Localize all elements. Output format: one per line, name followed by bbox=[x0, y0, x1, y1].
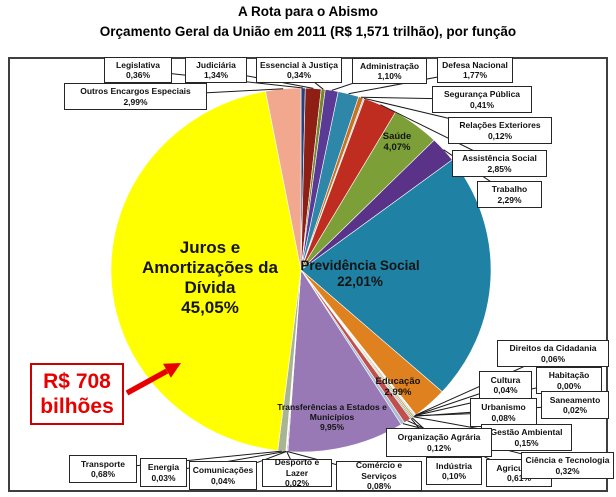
callout-legislativa: Legislativa 0,36% bbox=[104, 57, 172, 83]
callout-value-gestao: 0,15% bbox=[514, 437, 539, 448]
callout-administracao: Administração 1,10% bbox=[352, 58, 427, 84]
callout-seguranca: Segurança Pública 0,41% bbox=[432, 86, 532, 113]
callout-label-legislativa: Legislativa bbox=[116, 59, 160, 70]
page-title: A Rota para o Abismo bbox=[237, 4, 379, 19]
callout-value-energia: 0,03% bbox=[151, 472, 176, 483]
pie-label-juros: Juros e Amortizações da Dívida 45,05% bbox=[134, 238, 286, 318]
pie-slice-juros bbox=[110, 90, 302, 451]
pie-label-value-previdencia: 22,01% bbox=[337, 274, 383, 289]
callout-label-outros: Outros Encargos Especiais bbox=[80, 86, 191, 97]
callout-value-direitos: 0,06% bbox=[540, 353, 566, 364]
callout-value-industria: 0,10% bbox=[441, 471, 467, 481]
callout-label-assistencia: Assistência Social bbox=[462, 153, 537, 164]
callout-label-direitos: Direitos da Cidadania bbox=[509, 343, 597, 354]
pie-slice-previdencia bbox=[300, 159, 492, 393]
callout-habitacao: Habitação 0,00% bbox=[536, 367, 602, 394]
pie-label-previdencia: Previdência Social 22,01% bbox=[285, 258, 435, 290]
callout-value-cultura: 0,04% bbox=[493, 385, 518, 395]
callout-value-organizacao: 0,12% bbox=[426, 442, 452, 453]
pie-label-value-transferencias: 9,95% bbox=[319, 422, 345, 433]
callout-label-industria: Indústria bbox=[436, 460, 472, 471]
callout-label-defesa: Defesa Nacional bbox=[442, 59, 508, 70]
callout-value-saneamento: 0,02% bbox=[562, 405, 588, 415]
callout-desporto: Desporto e Lazer 0,02% bbox=[262, 457, 332, 489]
callout-label-administracao: Administração bbox=[359, 60, 420, 71]
callout-label-seguranca: Segurança Pública bbox=[443, 89, 521, 100]
callout-value-administracao: 1,10% bbox=[377, 71, 402, 81]
callout-outros: Outros Encargos Especiais 2,99% bbox=[64, 83, 207, 110]
callout-trabalho: Trabalho 2,29% bbox=[477, 181, 542, 208]
callout-relacoes: Relações Exteriores 0,12% bbox=[448, 117, 552, 144]
callout-value-seguranca: 0,41% bbox=[469, 99, 495, 110]
callout-value-assistencia: 2,85% bbox=[487, 163, 512, 174]
callout-value-defesa: 1,77% bbox=[462, 70, 488, 80]
callout-label-transporte: Transporte bbox=[81, 458, 125, 469]
pie-label-value-juros: 45,05% bbox=[181, 298, 239, 318]
callout-value-essencial: 0,34% bbox=[286, 70, 312, 80]
callout-energia: Energia 0,03% bbox=[140, 458, 187, 487]
callout-label-comercio: Comércio e Serviços bbox=[355, 460, 403, 481]
callout-label-trabalho: Trabalho bbox=[491, 184, 528, 195]
pie-label-text-juros: Juros e Amortizações da Dívida bbox=[141, 237, 279, 297]
pie-slice-transferencias bbox=[287, 269, 402, 453]
callout-value-desporto: 0,02% bbox=[284, 478, 310, 489]
callout-value-ciencia: 0,32% bbox=[555, 465, 580, 476]
callout-label-energia: Energia bbox=[147, 462, 180, 473]
callout-label-essencial: Essencial à Justiça bbox=[260, 59, 338, 70]
callout-label-judiciaria: Judiciária bbox=[196, 59, 236, 70]
pie-label-transferencias: Transferências a Estados e Municípios 9,9… bbox=[276, 402, 388, 432]
callout-organizacao: Organização Agrária 0,12% bbox=[386, 428, 492, 457]
callout-cultura: Cultura 0,04% bbox=[479, 371, 532, 399]
callout-saneamento: Saneamento 0,02% bbox=[541, 391, 609, 419]
callout-direitos: Direitos da Cidadania 0,06% bbox=[497, 340, 609, 367]
callout-label-gestao: Gestão Ambiental bbox=[490, 427, 563, 438]
callout-value-agricultura: 0,61% bbox=[506, 473, 532, 483]
callout-label-cultura: Cultura bbox=[490, 374, 521, 385]
callout-value-relacoes: 0,12% bbox=[487, 130, 513, 141]
callout-label-saneamento: Saneamento bbox=[549, 394, 601, 405]
callout-label-agricultura: Agricultura bbox=[496, 462, 542, 473]
callout-label-organizacao: Organização Agrária bbox=[397, 432, 481, 443]
pie-label-saude: Saúde 4,07% bbox=[362, 131, 432, 153]
callout-essencial: Essencial à Justiça 0,34% bbox=[256, 57, 342, 83]
callout-label-comunicacoes: Comunicações bbox=[192, 465, 254, 476]
callout-value-comercio: 0,08% bbox=[366, 481, 392, 492]
page-subtitle: Orçamento Geral da União em 2011 (R$ 1,5… bbox=[99, 24, 517, 39]
callout-value-comunicacoes: 0,04% bbox=[210, 475, 236, 486]
callout-value-urbanismo: 0,08% bbox=[491, 412, 516, 423]
pie-label-text-transferencias: Transferências a Estados e Municípios bbox=[277, 401, 387, 422]
callout-value-trabalho: 2,29% bbox=[497, 194, 522, 205]
callout-industria: Indústria 0,10% bbox=[426, 457, 482, 485]
annotation-box: R$ 708 bilhões bbox=[30, 363, 124, 425]
pie-label-value-educacao: 2,99% bbox=[384, 387, 412, 398]
callout-judiciaria: Judiciária 1,34% bbox=[185, 57, 247, 83]
pie-label-value-saude: 4,07% bbox=[383, 142, 411, 153]
callout-transporte: Transporte 0,68% bbox=[69, 455, 137, 483]
callout-comunicacoes: Comunicações 0,04% bbox=[189, 461, 257, 490]
callout-value-outros: 2,99% bbox=[123, 96, 148, 107]
callout-assistencia: Assistência Social 2,85% bbox=[452, 150, 547, 177]
callout-label-relacoes: Relações Exteriores bbox=[459, 120, 541, 131]
callout-value-transporte: 0,68% bbox=[90, 469, 116, 479]
callout-value-judiciaria: 1,34% bbox=[203, 70, 229, 80]
callout-gestao: Gestão Ambiental 0,15% bbox=[481, 424, 572, 451]
callout-label-habitacao: Habitação bbox=[548, 370, 590, 381]
callout-label-desporto: Desporto e Lazer bbox=[274, 457, 320, 478]
callout-defesa: Defesa Nacional 1,77% bbox=[437, 57, 513, 83]
annotation-line1: R$ 708 bbox=[43, 369, 111, 393]
callout-value-habitacao: 0,00% bbox=[556, 380, 582, 391]
annotation-arrow bbox=[125, 363, 181, 396]
pie-label-text-saude: Saúde bbox=[382, 130, 412, 142]
callout-label-ciencia: Ciência e Tecnologia bbox=[525, 455, 610, 466]
callout-urbanismo: Urbanismo 0,08% bbox=[470, 398, 537, 427]
callout-value-legislativa: 0,36% bbox=[125, 70, 151, 80]
callout-comercio: Comércio e Serviços 0,08% bbox=[336, 460, 422, 492]
callout-label-urbanismo: Urbanismo bbox=[481, 402, 526, 413]
annotation-line2: bilhões bbox=[40, 395, 114, 418]
callout-ciencia: Ciência e Tecnologia 0,32% bbox=[521, 452, 614, 479]
pie-label-educacao: Educação 2,99% bbox=[363, 376, 433, 398]
pie-label-text-educacao: Educação bbox=[375, 375, 421, 387]
pie-label-text-previdencia: Previdência Social bbox=[300, 258, 420, 274]
